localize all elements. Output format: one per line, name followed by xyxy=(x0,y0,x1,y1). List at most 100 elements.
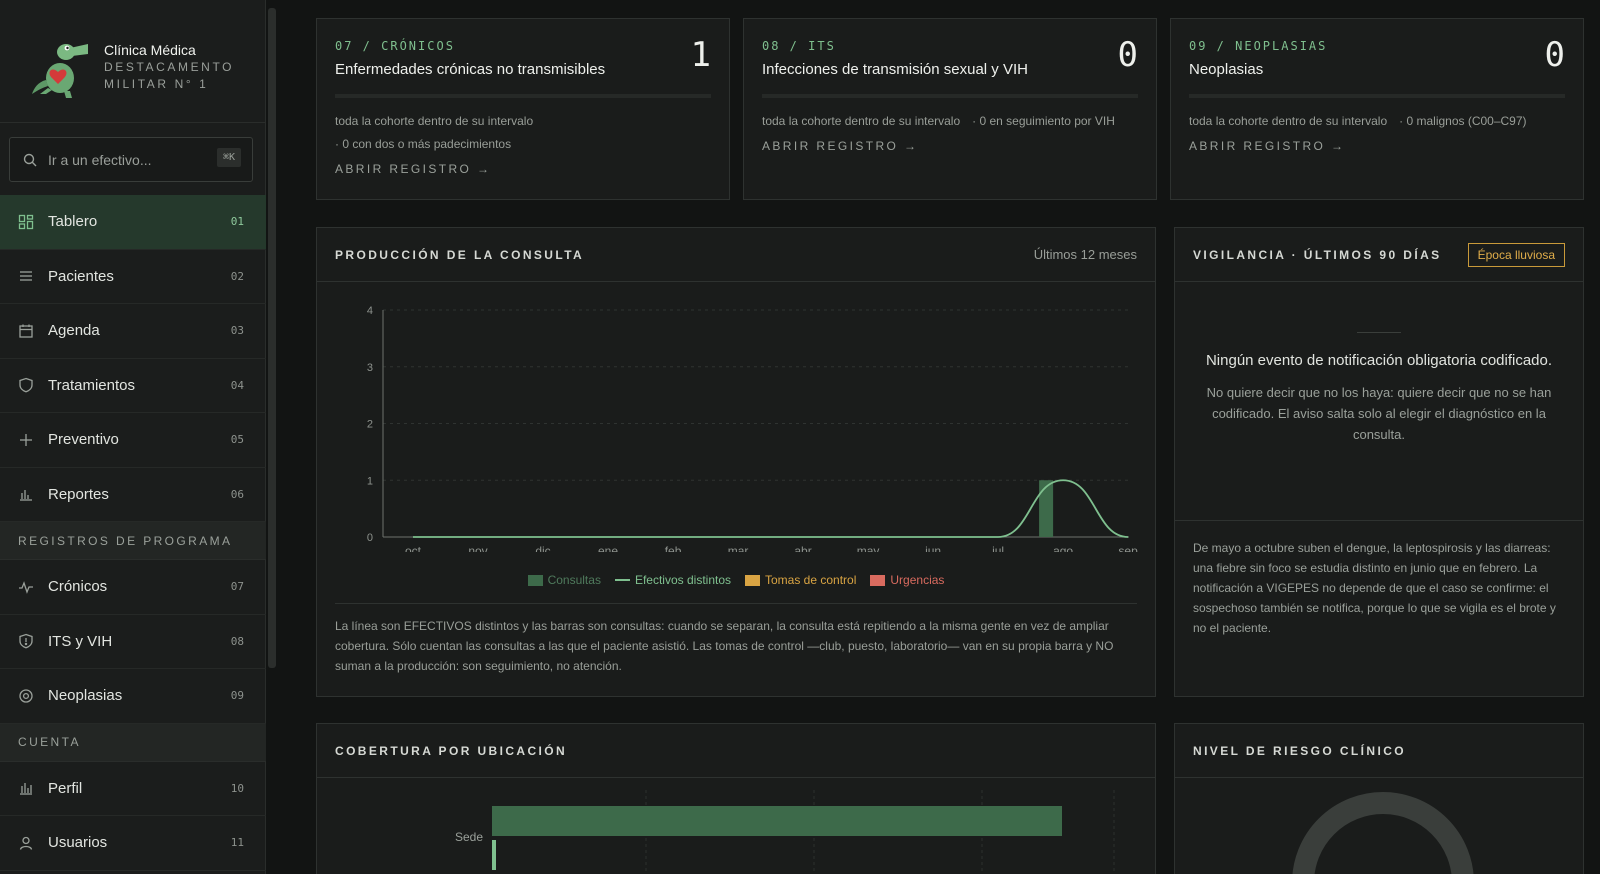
shield-icon xyxy=(19,378,33,393)
section-header-programs: REGISTROS DE PROGRAMA xyxy=(0,522,266,560)
open-registry-link[interactable]: ABRIR REGISTRO → xyxy=(335,162,492,176)
vigilance-note: De mayo a octubre suben el dengue, la le… xyxy=(1193,541,1556,635)
y-tick-label: 1 xyxy=(367,475,373,487)
legend-swatch xyxy=(870,574,886,586)
registry-meta: toda la cohorte dentro de su intervalo ·… xyxy=(335,110,711,156)
nav-item-agenda[interactable]: Agenda 03 xyxy=(0,304,266,359)
registry-title: Neoplasias xyxy=(1189,61,1264,78)
nav-item-tablero[interactable]: Tablero 01 xyxy=(0,195,266,250)
nav-label: ITS y VIH xyxy=(48,632,113,650)
legend-swatch xyxy=(745,574,760,586)
registry-card-its: 08 / ITS Infecciones de transmisión sexu… xyxy=(743,18,1157,200)
search-input[interactable] xyxy=(48,151,208,168)
legend-item[interactable]: Consultas xyxy=(527,573,601,587)
coverage-bar-secondary xyxy=(492,840,496,870)
nav-item-preventivo[interactable]: Preventivo 05 xyxy=(0,413,266,468)
shortcut-badge: ⌘K xyxy=(216,148,241,167)
coverage-panel: COBERTURA POR UBICACIÓN Sede xyxy=(316,723,1156,874)
panel-title: PRODUCCIÓN DE LA CONSULTA xyxy=(335,247,585,262)
coverage-chart: Sede xyxy=(455,790,1115,874)
x-tick-label: nov xyxy=(468,544,487,552)
x-tick-label: jul xyxy=(991,544,1004,552)
nav-item-neoplasias[interactable]: Neoplasias 09 xyxy=(0,669,266,724)
x-tick-label: mar xyxy=(728,544,749,552)
x-tick-label: sep xyxy=(1118,544,1138,552)
nav-label: Usuarios xyxy=(48,834,108,852)
panel-title: VIGILANCIA · ÚLTIMOS 90 DÍAS xyxy=(1193,247,1442,262)
production-panel: PRODUCCIÓN DE LA CONSULTA Últimos 12 mes… xyxy=(316,227,1156,697)
open-registry-link[interactable]: ABRIR REGISTRO → xyxy=(762,139,919,153)
section-header-account: CUENTA xyxy=(0,723,266,762)
nav-item-reportes[interactable]: Reportes 06 xyxy=(0,468,266,522)
x-tick-label: may xyxy=(857,544,880,552)
legend-label: Consultas xyxy=(547,573,601,587)
season-badge: Época lluviosa xyxy=(1467,242,1565,267)
x-tick-label: feb xyxy=(665,544,682,552)
nav-label: Agenda xyxy=(48,322,100,340)
y-tick-label: 2 xyxy=(367,419,373,431)
nav-item-pacientes[interactable]: Pacientes 02 xyxy=(0,250,266,304)
legend-label: Urgencias xyxy=(890,573,945,587)
chart-legend: Consultas Efectivos distintos Tomas de con… xyxy=(317,573,1155,587)
nav-number: 06 xyxy=(230,487,244,501)
bar-chart-icon xyxy=(20,783,32,795)
calendar-icon xyxy=(19,324,33,338)
nav-label: Perfil xyxy=(48,779,83,797)
nav-label: Neoplasias xyxy=(48,687,123,705)
coverage-bar xyxy=(492,806,1062,836)
legend-item[interactable]: Efectivos distintos xyxy=(614,573,731,587)
registry-card-cronicos: 07 / CRÓNICOS Enfermedades crónicas no t… xyxy=(316,18,730,200)
user-icon xyxy=(19,836,33,850)
range-label[interactable]: Últimos 12 meses xyxy=(1033,247,1137,262)
registry-divider xyxy=(1189,94,1565,98)
legend-label: Tomas de control xyxy=(765,573,857,587)
legend-swatch xyxy=(614,579,630,581)
nav-item-its-vih[interactable]: ITS y VIH 08 xyxy=(0,615,266,669)
nav-item-cronicos[interactable]: Crónicos 07 xyxy=(0,560,266,615)
nav-number: 08 xyxy=(230,634,244,648)
empty-title: Ningún evento de notificación obligatori… xyxy=(1205,352,1553,369)
legend-swatch xyxy=(527,574,543,586)
legend-item[interactable]: Tomas de control xyxy=(745,573,856,587)
chart-divider xyxy=(335,603,1137,604)
registry-meta-line: · 0 con dos o más padecimientos xyxy=(335,137,512,151)
brand-subtitle-2: MILITAR N° 1 xyxy=(104,77,209,91)
sidebar-scrollbar[interactable] xyxy=(268,8,276,668)
registry-divider xyxy=(335,94,711,98)
brand: Clínica Médica DESTACAMENTO MILITAR N° 1 xyxy=(0,0,265,123)
x-tick-label: dic xyxy=(535,544,550,552)
open-registry-link[interactable]: ABRIR REGISTRO → xyxy=(1189,139,1346,153)
nav-number: 03 xyxy=(230,324,244,338)
crocodile-logo xyxy=(32,44,88,98)
sidebar: Clínica Médica DESTACAMENTO MILITAR N° 1… xyxy=(0,0,266,874)
panel-header: VIGILANCIA · ÚLTIMOS 90 DÍAS Época lluvi… xyxy=(1175,228,1583,282)
search-box[interactable]: ⌘K xyxy=(9,137,253,182)
nav-label: Preventivo xyxy=(48,431,119,449)
legend-label: Efectivos distintos xyxy=(634,573,731,587)
brand-subtitle: DESTACAMENTO xyxy=(104,60,235,74)
registry-code: 07 / CRÓNICOS xyxy=(335,39,455,53)
registry-title: Infecciones de transmisión sexual y VIH xyxy=(762,61,1028,78)
nav-number: 02 xyxy=(230,269,244,283)
empty-description: No quiere decir que no los haya: quiere … xyxy=(1206,385,1552,442)
panel-title: NIVEL DE RIESGO CLÍNICO xyxy=(1193,743,1406,758)
x-tick-label: oct xyxy=(405,544,422,552)
x-tick-label: ago xyxy=(1053,544,1073,552)
bar-consultas xyxy=(1039,480,1054,537)
nav-item-tratamientos[interactable]: Tratamientos 04 xyxy=(0,359,266,413)
panel-title: COBERTURA POR UBICACIÓN xyxy=(335,743,568,758)
registry-meta-line: toda la cohorte dentro de su intervalo xyxy=(762,114,961,128)
nav-item-usuarios[interactable]: Usuarios 11 xyxy=(0,816,266,871)
plus-icon xyxy=(20,433,32,446)
list-icon xyxy=(20,271,32,281)
legend-item[interactable]: Urgencias xyxy=(870,573,944,587)
vigilance-divider xyxy=(1175,520,1583,521)
registry-code: 09 / NEOPLASIAS xyxy=(1189,39,1328,53)
x-tick-label: abr xyxy=(794,544,811,552)
registry-meta-line: · 0 en seguimiento por VIH xyxy=(972,114,1115,128)
registry-divider xyxy=(762,94,1138,98)
registry-meta: toda la cohorte dentro de su intervalo · … xyxy=(1189,110,1565,133)
nav-item-perfil[interactable]: Perfil 10 xyxy=(0,762,266,816)
nav-number: 04 xyxy=(230,378,244,392)
panel-header: PRODUCCIÓN DE LA CONSULTA Últimos 12 mes… xyxy=(317,228,1155,282)
